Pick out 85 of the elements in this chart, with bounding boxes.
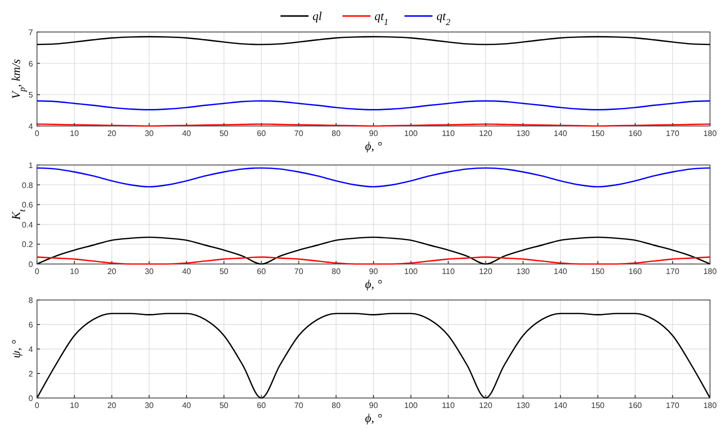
x-tick-label: 180 — [703, 401, 718, 410]
x-tick-label: 90 — [369, 267, 378, 276]
y-tick-label: 8 — [28, 296, 34, 305]
x-tick-label: 170 — [666, 267, 680, 276]
legend-label: ql — [312, 9, 322, 23]
x-axis-title: ϕ, ° — [364, 277, 382, 291]
x-tick-label: 100 — [404, 401, 418, 410]
x-tick-label: 130 — [516, 401, 530, 410]
x-tick-label: 0 — [34, 401, 40, 410]
x-tick-label: 20 — [107, 267, 117, 276]
x-tick-label: 0 — [34, 129, 40, 138]
y-tick-label: 0 — [28, 260, 34, 269]
x-tick-label: 30 — [144, 401, 154, 410]
y-tick-label: 0.6 — [22, 200, 34, 210]
x-tick-label: 160 — [628, 267, 642, 276]
x-tick-label: 100 — [404, 129, 418, 138]
x-tick-label: 50 — [219, 401, 229, 410]
y-tick-label: 4 — [28, 345, 34, 354]
y-axis-title: ψ, ° — [9, 340, 23, 358]
x-tick-label: 80 — [332, 129, 342, 138]
x-tick-label: 10 — [70, 267, 80, 276]
x-tick-label: 120 — [478, 401, 493, 410]
x-tick-label: 60 — [256, 129, 266, 138]
x-tick-label: 90 — [369, 129, 378, 138]
y-tick-label: 4 — [28, 122, 34, 131]
y-tick-label: 0.4 — [22, 220, 34, 230]
x-tick-label: 170 — [666, 401, 680, 410]
x-tick-label: 110 — [442, 401, 456, 410]
x-tick-label: 150 — [591, 267, 606, 276]
line-series — [36, 36, 711, 46]
x-tick-label: 150 — [591, 401, 606, 410]
x-tick-label: 10 — [70, 129, 80, 138]
y-tick-label: 6 — [28, 59, 34, 68]
x-tick-label: 90 — [369, 401, 378, 410]
line-series — [36, 167, 711, 188]
x-tick-label: 30 — [144, 267, 154, 276]
x-tick-label: 70 — [294, 129, 304, 138]
x-axis-title: ϕ, ° — [364, 139, 382, 153]
x-tick-label: 20 — [107, 129, 117, 138]
x-tick-label: 80 — [332, 401, 342, 410]
x-tick-label: 150 — [591, 129, 606, 138]
x-tick-label: 140 — [554, 401, 568, 410]
x-tick-label: 50 — [219, 129, 229, 138]
x-tick-label: 170 — [666, 129, 680, 138]
x-tick-label: 110 — [442, 129, 456, 138]
y-tick-label: 0.2 — [22, 240, 34, 250]
x-tick-label: 140 — [554, 129, 568, 138]
x-tick-label: 180 — [703, 129, 718, 138]
x-tick-label: 70 — [294, 267, 304, 276]
legend-label: qt$_{1}$ — [374, 9, 388, 27]
line-series — [36, 236, 711, 265]
x-tick-label: 180 — [703, 267, 718, 276]
y-tick-label: 7 — [28, 28, 34, 37]
y-tick-label: 6 — [28, 320, 34, 330]
line-series — [36, 100, 711, 110]
x-tick-label: 160 — [628, 129, 642, 138]
x-tick-label: 60 — [256, 267, 266, 276]
y-tick-label: 2 — [28, 370, 34, 378]
line-series — [36, 256, 711, 265]
legend-label: qt$_{2}$ — [436, 9, 451, 27]
x-tick-label: 10 — [70, 401, 80, 410]
x-axis-title: ϕ, ° — [364, 411, 382, 425]
y-tick-label: 5 — [28, 90, 34, 100]
y-tick-label: 0.8 — [22, 180, 34, 190]
x-tick-label: 130 — [516, 129, 530, 138]
y-tick-label: 0 — [28, 394, 34, 403]
line-series — [36, 312, 711, 399]
x-tick-label: 30 — [144, 129, 154, 138]
x-tick-label: 0 — [34, 267, 40, 276]
x-tick-label: 130 — [516, 267, 530, 276]
x-tick-label: 40 — [182, 129, 192, 138]
x-tick-label: 120 — [478, 129, 493, 138]
x-tick-label: 140 — [554, 267, 568, 276]
x-tick-label: 50 — [219, 267, 229, 276]
x-tick-label: 20 — [107, 401, 117, 410]
x-tick-label: 70 — [294, 401, 304, 410]
x-tick-label: 100 — [404, 267, 418, 276]
y-tick-label: 1 — [28, 161, 34, 170]
x-tick-label: 40 — [182, 267, 192, 276]
x-tick-label: 80 — [332, 267, 342, 276]
x-tick-label: 160 — [628, 401, 642, 410]
x-tick-label: 40 — [182, 401, 192, 410]
x-tick-label: 120 — [478, 267, 493, 276]
x-tick-label: 60 — [256, 401, 266, 410]
x-tick-label: 110 — [442, 267, 456, 276]
